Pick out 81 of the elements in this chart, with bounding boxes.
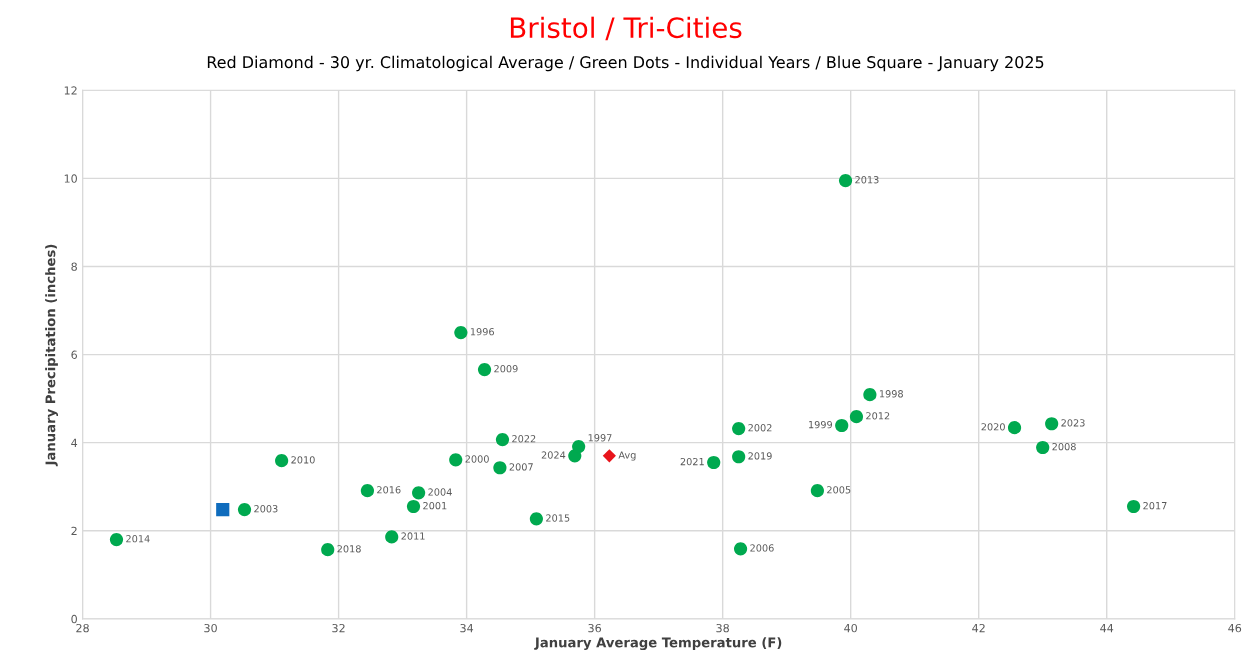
point [449, 453, 463, 467]
annotation: 2003 [254, 505, 278, 513]
point [109, 532, 124, 547]
annotation: 2012 [866, 412, 890, 420]
annotation: 2009 [494, 365, 518, 373]
point [835, 418, 849, 433]
point [454, 325, 468, 340]
x-axis-title: January Average Temperature (F) [534, 637, 782, 651]
point [529, 512, 543, 526]
annotation: 2024 [541, 451, 566, 459]
point [602, 449, 616, 463]
y-axis-title: January Precipitation (inches) [45, 244, 59, 467]
x-tick-label: 34 [460, 623, 474, 633]
annotation: 2013 [855, 176, 879, 184]
y-tick-label: 6 [71, 350, 78, 359]
x-tick-label: 32 [332, 623, 345, 633]
annotation: 2016 [377, 486, 401, 494]
y-tick-label: 10 [64, 174, 77, 183]
annotation: 2019 [748, 452, 772, 460]
annotation: Avg [618, 451, 636, 461]
point [406, 499, 421, 514]
point [216, 503, 230, 517]
point [732, 421, 746, 436]
x-tick-label: 40 [844, 623, 858, 633]
point [707, 455, 721, 470]
annotation: 2004 [428, 488, 452, 496]
y-tick-label: 0 [71, 614, 77, 624]
point [237, 503, 252, 517]
annotation: 2022 [512, 435, 536, 443]
point [838, 174, 853, 188]
chart-subtitle: Red Diamond - 30 yr. Climatological Average / Green Dots - Individual Years / Blue Square - January 2025 [207, 55, 1044, 72]
point [810, 484, 824, 498]
annotation: 1997 [588, 434, 612, 442]
annotation: 2000 [465, 455, 489, 463]
point [863, 388, 877, 402]
point [732, 450, 746, 464]
annotation: 1998 [879, 390, 903, 398]
x-tick-label: 28 [76, 623, 89, 633]
point [412, 486, 426, 500]
point [572, 440, 586, 454]
point [495, 432, 510, 447]
y-tick-label: 4 [71, 438, 78, 447]
annotation: 2002 [748, 424, 772, 432]
point [849, 410, 864, 424]
annotation: 2018 [337, 545, 361, 553]
annotation: 2020 [981, 423, 1005, 431]
y-tick-label: 2 [71, 526, 77, 535]
annotation: 2015 [546, 514, 570, 522]
annotation: 2005 [827, 486, 851, 494]
annotation: 2023 [1061, 419, 1085, 427]
annotation: 1996 [470, 328, 494, 336]
annotation: 2014 [126, 535, 150, 543]
point [1127, 499, 1141, 514]
annotation: 2006 [750, 544, 774, 552]
y-tick-label: 8 [71, 262, 77, 271]
point [734, 542, 748, 556]
point [1007, 421, 1022, 435]
annotation: 2010 [291, 456, 315, 464]
point [275, 454, 289, 468]
x-tick-label: 30 [204, 623, 217, 633]
point [385, 530, 399, 544]
annotation: 2021 [680, 457, 704, 466]
point [321, 543, 335, 557]
point [360, 484, 374, 498]
point [1036, 440, 1050, 455]
annotation: 1999 [809, 420, 833, 429]
x-tick-label: 42 [972, 623, 985, 633]
point [493, 461, 507, 475]
point [1045, 417, 1059, 431]
x-tick-label: 46 [1228, 623, 1242, 633]
point [477, 362, 492, 377]
annotation: 2011 [401, 532, 425, 540]
annotation: 2008 [1052, 442, 1076, 451]
x-tick-label: 38 [716, 623, 729, 633]
x-tick-label: 36 [588, 623, 602, 633]
y-tick-label: 12 [64, 86, 77, 95]
x-tick-label: 44 [1100, 624, 1114, 633]
annotation: 2001 [423, 501, 447, 510]
annotation: 2007 [509, 463, 533, 471]
annotation: 2017 [1143, 501, 1167, 510]
chart-title: Bristol / Tri-Cities [510, 16, 742, 41]
